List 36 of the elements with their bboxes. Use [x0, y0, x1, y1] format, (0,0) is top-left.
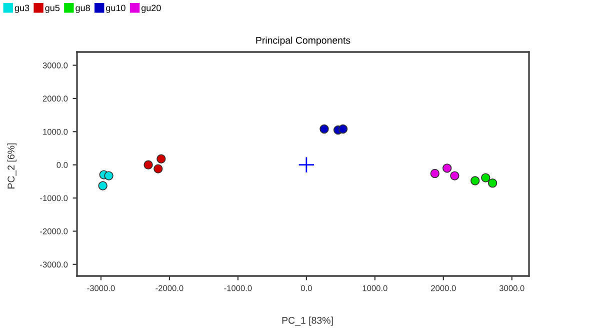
point	[298, 156, 315, 174]
x-tick-label: -2000.0	[156, 285, 184, 292]
point	[144, 160, 153, 170]
point	[98, 181, 108, 190]
legend-label: gu5	[45, 4, 60, 13]
y-tick-label: -3000.0	[40, 262, 68, 268]
point	[320, 124, 329, 134]
point	[156, 154, 166, 164]
y-tick-label: -2000.0	[40, 228, 68, 234]
y-tick-label: 2000.0	[42, 96, 68, 102]
y-tick-label: 1000.0	[43, 128, 68, 135]
x-axis-title: PC_1 [83%]	[282, 316, 333, 326]
chart-title: Principal Components	[256, 36, 350, 46]
point	[154, 164, 163, 174]
y-tick-label: 3000.0	[42, 62, 68, 68]
point	[488, 178, 498, 188]
point	[481, 173, 490, 182]
point	[430, 168, 440, 178]
x-tick-label: 2000.0	[431, 285, 456, 292]
point	[450, 171, 460, 180]
legend-label: gu3	[14, 4, 30, 13]
x-tick-label: 0.0	[300, 285, 312, 292]
legend-label: gu20	[141, 4, 161, 13]
x-tick-label: 3000.0	[499, 285, 524, 292]
legend-label: gu8	[76, 4, 90, 13]
x-tick-label: -3000.0	[87, 285, 115, 292]
point	[104, 171, 114, 180]
y-axis-title: PC_2 [6%]	[7, 143, 16, 188]
y-tick-label: -1000.0	[40, 195, 68, 202]
x-tick-label: -1000.0	[224, 285, 252, 292]
x-tick-label: 1000.0	[362, 285, 388, 292]
point	[470, 176, 480, 186]
point	[442, 164, 452, 173]
point	[338, 124, 348, 134]
legend-label: gu10	[106, 4, 126, 13]
y-tick-label: 0.0	[56, 162, 68, 168]
